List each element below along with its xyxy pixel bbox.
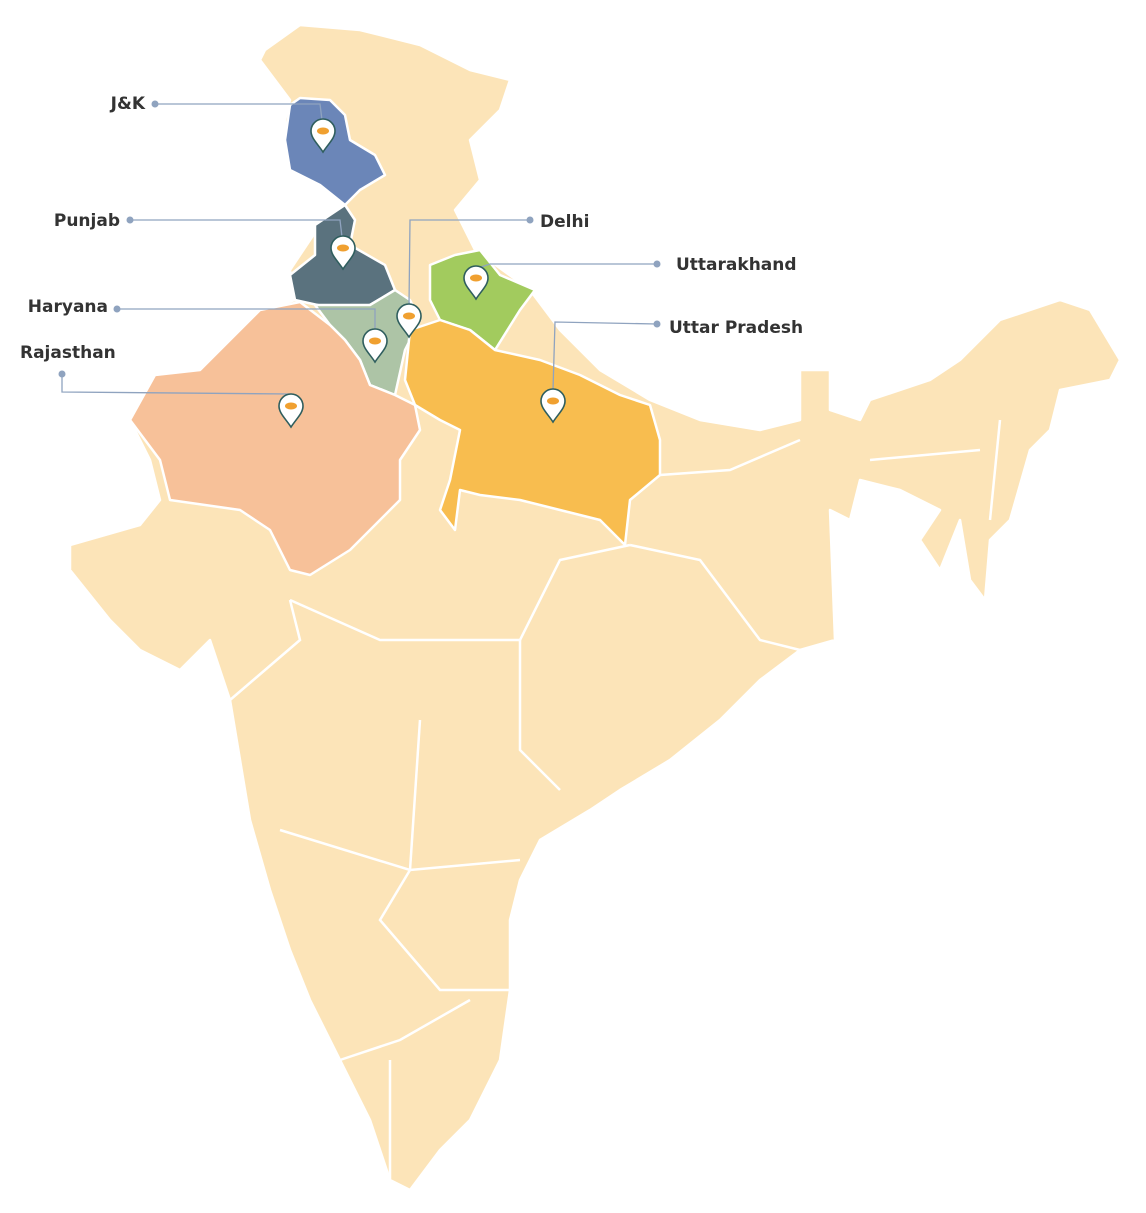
label-punjab: Punjab xyxy=(54,211,120,231)
label-rajasthan: Rajasthan xyxy=(20,343,116,363)
label-jk: J&K xyxy=(110,94,146,114)
label-haryana: Haryana xyxy=(28,297,108,317)
label-uttarakhand: Uttarakhand xyxy=(676,255,797,275)
region-rajasthan xyxy=(128,300,422,577)
label-uttar-pradesh: Uttar Pradesh xyxy=(669,318,803,338)
label-delhi: Delhi xyxy=(540,212,589,232)
india-outline xyxy=(68,23,1122,1192)
region-uttar-pradesh xyxy=(403,318,662,547)
leaders xyxy=(58,100,661,396)
region-jk xyxy=(283,96,387,207)
internal-borders xyxy=(229,419,1002,1180)
pins xyxy=(278,118,566,429)
